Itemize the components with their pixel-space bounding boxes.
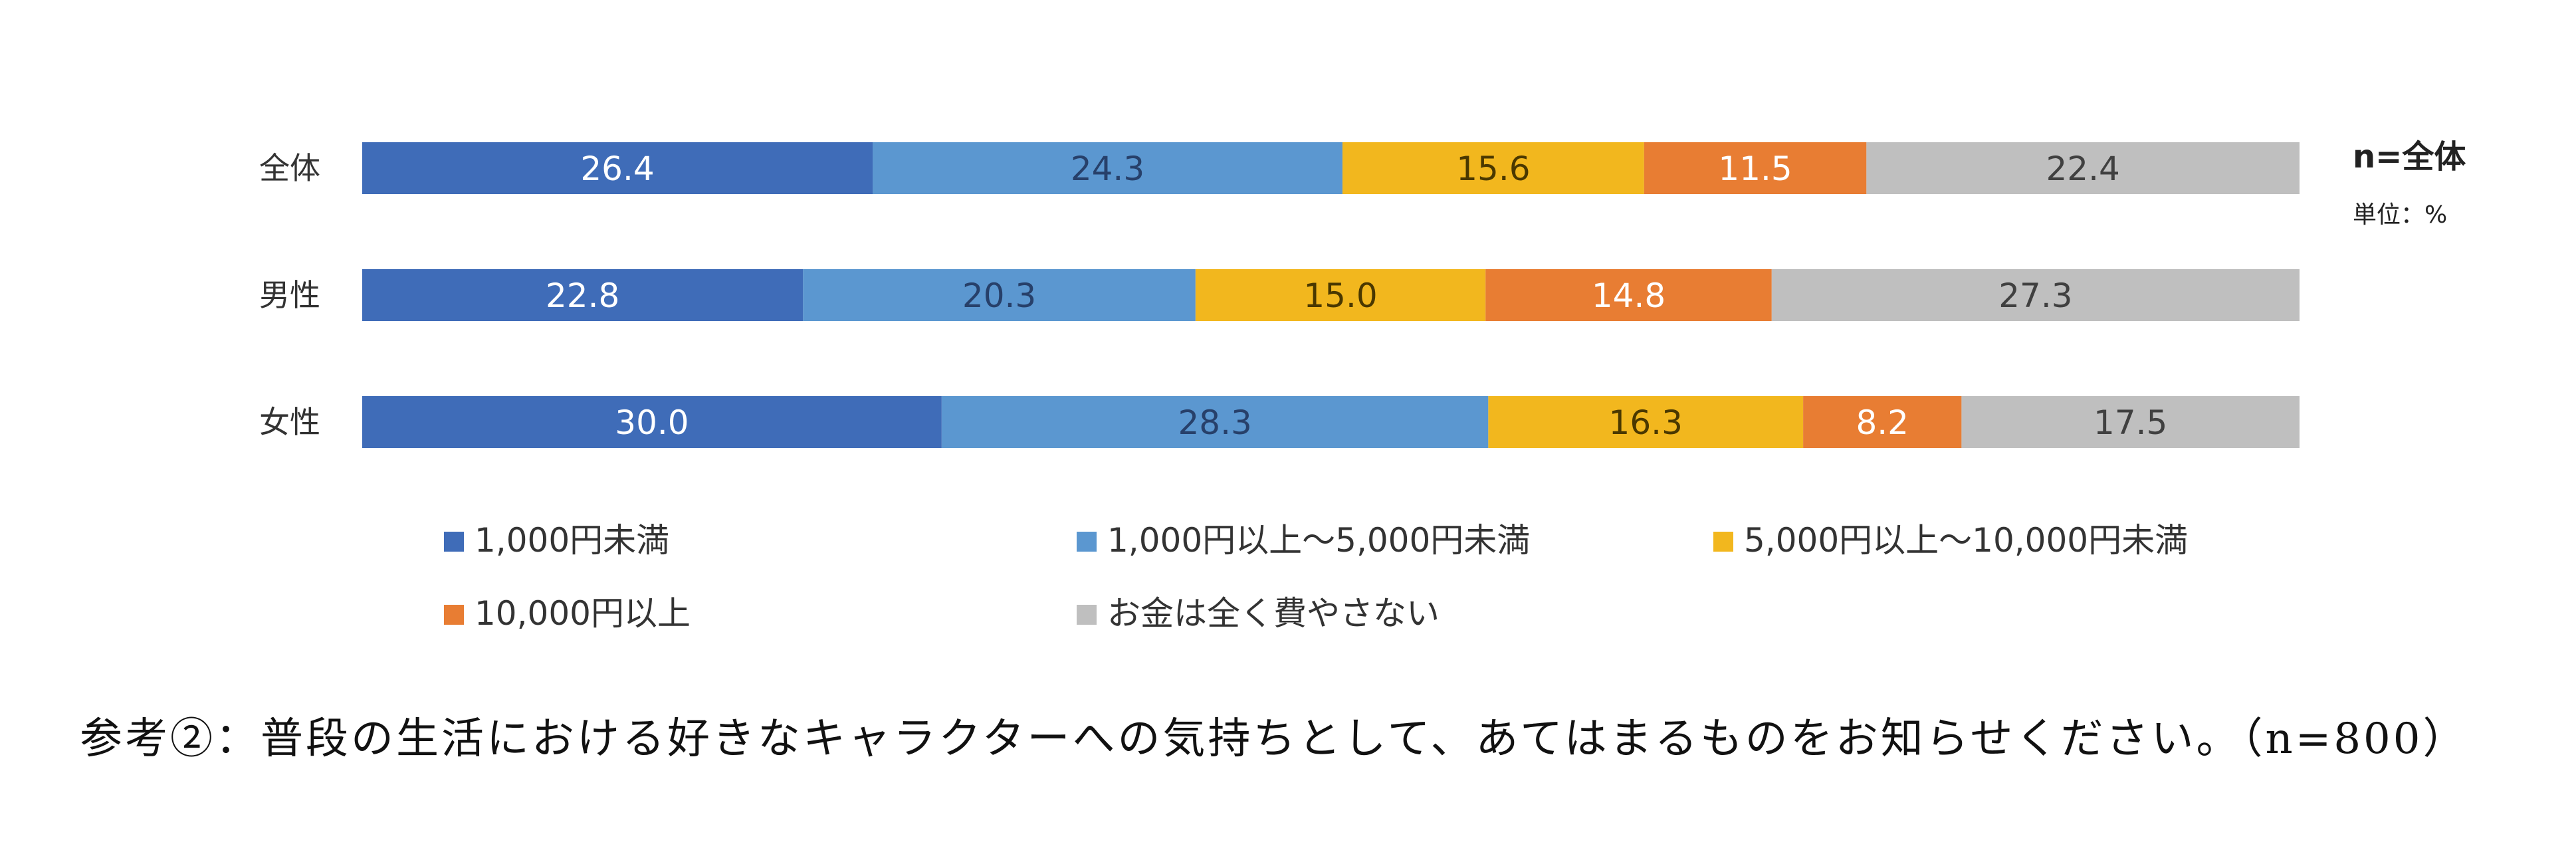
segment-value-label: 26.4 [580,150,654,188]
question-caption: 参考②：普段の生活における好きなキャラクターへの気持ちとして、あてはまるものをお… [80,714,2468,764]
sample-note: n=全体 [2353,138,2466,175]
bar-segment [1485,269,1772,321]
bar-segment [1488,396,1804,448]
segment-value-label: 30.0 [615,403,689,442]
segment-value-label: 8.2 [1856,403,1909,442]
legend-swatch [1077,605,1097,625]
bar-segment [941,396,1489,448]
segment-value-label: 22.4 [2046,150,2120,188]
row-label: 女性 [259,404,320,440]
bar-segment [1961,396,2300,448]
segment-value-label: 14.8 [1592,276,1665,315]
bar-segment [362,269,804,321]
legend-swatch [1713,532,1733,552]
segment-value-labels: 26.4 24.3 15.6 11.5 22.4 22.8 20.3 15.0 14.8 27.3… [546,150,2167,442]
legend-label: 1,000円未満 [475,521,669,560]
row-label: 男性 [259,277,320,313]
bar-segment [1803,396,1962,448]
bar-segments [362,142,2300,448]
segment-value-label: 15.0 [1303,276,1377,315]
bar-segment [362,396,942,448]
segment-value-label: 15.6 [1456,150,1530,188]
legend-swatch [444,532,464,552]
segment-value-label: 22.8 [546,276,619,315]
bar-segment [873,142,1342,194]
segment-value-label: 16.3 [1609,403,1683,442]
unit-note: 単位：% [2353,201,2447,229]
segment-value-label: 24.3 [1071,150,1144,188]
legend-label: 5,000円以上～10,000円未満 [1744,521,2188,560]
segment-value-label: 11.5 [1718,150,1792,188]
row-label: 全体 [259,150,320,186]
bar-segment [1866,142,2300,194]
bar-segment [1644,142,1867,194]
legend-swatch [1077,532,1097,552]
bar-segment [1342,142,1644,194]
legend: 1,000円未満 1,000円以上～5,000円未満 5,000円以上～10,000… [444,521,2188,633]
segment-value-label: 17.5 [2093,403,2167,442]
legend-swatch [444,605,464,625]
segment-value-label: 27.3 [1998,276,2072,315]
legend-label: 10,000円以上 [475,594,691,633]
legend-label: お金は全く費やさない [1107,594,1440,633]
segment-value-label: 28.3 [1178,403,1251,442]
bar-segment [362,142,873,194]
bar-segment [803,269,1196,321]
legend-label: 1,000円以上～5,000円未満 [1107,521,1530,560]
segment-value-label: 20.3 [962,276,1036,315]
bar-segment [1195,269,1486,321]
bar-segment [1771,269,2300,321]
